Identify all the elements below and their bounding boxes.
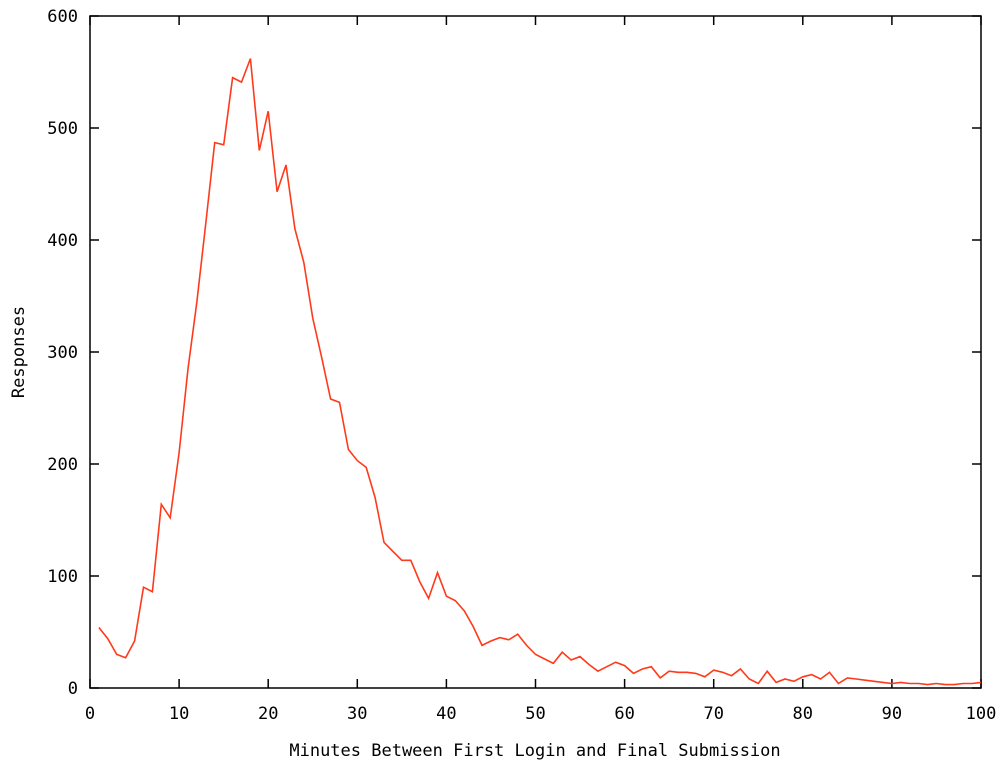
x-tick-label: 0 bbox=[85, 704, 95, 724]
x-tick-label: 50 bbox=[525, 704, 545, 724]
y-tick-label: 500 bbox=[47, 119, 78, 139]
y-tick-label: 600 bbox=[47, 7, 78, 27]
x-tick-label: 60 bbox=[614, 704, 634, 724]
series-line bbox=[98, 58, 982, 686]
y-axis-title: Responses bbox=[9, 306, 29, 398]
x-tick-label: 20 bbox=[258, 704, 278, 724]
y-tick-label: 400 bbox=[47, 231, 78, 251]
x-tick-label: 10 bbox=[169, 704, 189, 724]
plot-frame bbox=[89, 15, 982, 689]
x-tick-label: 100 bbox=[966, 704, 997, 724]
x-tick-label: 40 bbox=[436, 704, 456, 724]
y-tick-label: 300 bbox=[47, 343, 78, 363]
y-tick-label: 100 bbox=[47, 567, 78, 587]
y-tick-labels: 0 100 200 300 400 500 600 bbox=[47, 7, 78, 699]
y-tick-label: 0 bbox=[68, 679, 78, 699]
x-tick-label: 70 bbox=[703, 704, 723, 724]
x-axis-title: Minutes Between First Login and Final Su… bbox=[289, 741, 780, 761]
x-tick-label: 80 bbox=[793, 704, 813, 724]
x-tick-label: 30 bbox=[347, 704, 367, 724]
axis-ticks bbox=[89, 15, 982, 689]
x-tick-labels: 0 10 20 30 40 50 60 70 80 90 100 bbox=[85, 704, 996, 724]
y-tick-label: 200 bbox=[47, 455, 78, 475]
x-tick-label: 90 bbox=[882, 704, 902, 724]
